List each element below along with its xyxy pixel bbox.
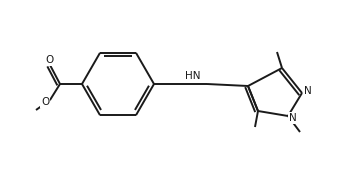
Text: N: N [304,86,312,96]
Text: HN: HN [185,71,201,81]
Text: O: O [41,97,49,107]
Text: N: N [289,113,297,123]
Text: O: O [46,55,54,65]
